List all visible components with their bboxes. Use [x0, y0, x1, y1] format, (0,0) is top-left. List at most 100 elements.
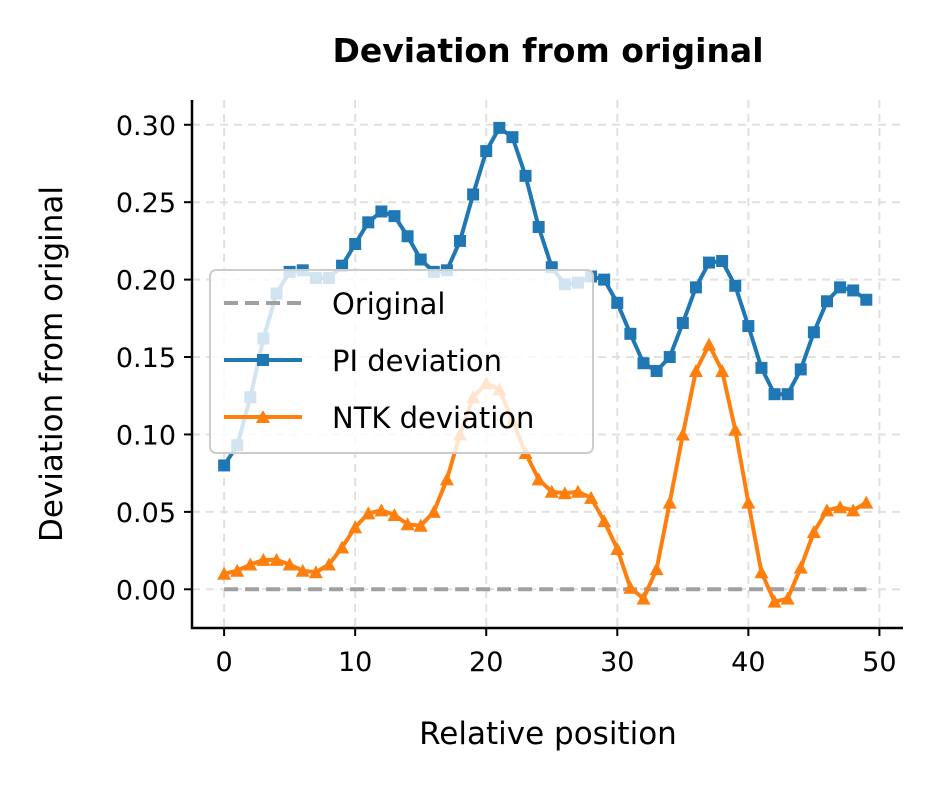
data-point — [676, 316, 689, 329]
data-point — [493, 121, 506, 134]
data-point — [269, 552, 284, 566]
data-point — [374, 503, 389, 517]
data-point — [650, 364, 663, 377]
data-point — [806, 525, 821, 538]
data-point — [256, 552, 271, 566]
data-point — [348, 520, 363, 534]
data-point — [715, 363, 730, 377]
data-point — [793, 560, 808, 574]
data-point — [819, 503, 834, 517]
data-point — [519, 169, 532, 182]
data-point — [860, 293, 873, 306]
y-axis-label: Deviation from original — [34, 186, 70, 542]
data-point — [321, 557, 336, 571]
data-point — [480, 145, 493, 158]
data-point — [859, 495, 874, 509]
data-point — [295, 563, 310, 577]
data-point — [636, 591, 651, 605]
data-point — [623, 580, 638, 594]
data-point — [400, 517, 415, 531]
data-point — [663, 351, 676, 364]
x-tick-label: 20 — [469, 647, 503, 678]
y-tick-label: 0.15 — [116, 343, 176, 374]
x-tick-label: 50 — [862, 647, 896, 678]
data-point — [375, 205, 388, 218]
data-point — [218, 459, 231, 472]
data-point — [426, 504, 441, 518]
data-point — [741, 495, 756, 509]
chart-title: Deviation from original — [332, 31, 763, 70]
legend-label: NTK deviation — [332, 401, 534, 435]
data-point — [767, 594, 782, 608]
legend-label: PI deviation — [332, 344, 502, 378]
data-point — [834, 281, 847, 294]
data-point — [532, 220, 545, 233]
data-point — [230, 563, 245, 577]
y-tick-label: 0.25 — [116, 188, 176, 219]
data-point — [624, 327, 637, 340]
data-point — [413, 518, 428, 532]
data-point — [662, 495, 677, 509]
data-point — [768, 388, 781, 401]
x-tick-label: 30 — [600, 647, 634, 678]
x-tick-label: 10 — [338, 647, 372, 678]
data-point — [557, 486, 572, 500]
x-tick-label: 40 — [731, 647, 765, 678]
data-point — [362, 216, 375, 229]
data-point — [361, 506, 376, 520]
data-point — [454, 234, 467, 247]
data-point — [637, 357, 650, 370]
y-tick-label: 0.20 — [116, 266, 176, 297]
data-point — [584, 490, 599, 504]
data-point — [243, 557, 258, 571]
x-axis-label: Relative position — [419, 716, 677, 752]
y-tick-label: 0.05 — [116, 498, 176, 529]
data-point — [506, 131, 519, 144]
data-point — [335, 540, 350, 554]
data-point — [794, 363, 807, 376]
data-point — [846, 503, 861, 517]
data-point — [742, 320, 755, 333]
data-point — [611, 296, 624, 309]
legend-box — [209, 269, 594, 454]
data-point — [598, 273, 611, 286]
y-tick-label: 0.30 — [116, 111, 176, 142]
data-point — [610, 542, 625, 556]
data-point — [702, 337, 717, 351]
y-tick-label: 0.10 — [116, 420, 176, 451]
data-point — [544, 484, 559, 498]
x-tick-label: 0 — [216, 647, 233, 678]
data-point — [675, 427, 690, 441]
data-point — [349, 238, 362, 250]
data-point — [336, 259, 349, 272]
data-point — [781, 388, 794, 401]
axes: 0 10 20 30 40 50 0.00 0.05 0.10 0.15 0.20 0.25 0.30 — [116, 100, 903, 678]
data-point — [754, 565, 769, 579]
data-point — [780, 591, 795, 605]
data-point — [728, 422, 743, 436]
legend-label: Original — [332, 287, 445, 321]
data-point — [308, 565, 323, 579]
data-point — [807, 326, 820, 339]
data-point — [689, 281, 702, 294]
data-point — [439, 472, 454, 486]
data-point — [847, 284, 860, 297]
data-point — [414, 253, 427, 266]
data-point — [388, 210, 401, 223]
data-point — [688, 363, 703, 377]
data-point — [820, 295, 833, 308]
data-point — [833, 500, 848, 514]
data-point — [531, 472, 546, 486]
legend-marker — [256, 410, 270, 423]
data-point — [729, 279, 742, 292]
data-point — [716, 255, 729, 268]
y-tick-label: 0.00 — [116, 575, 176, 606]
data-point — [387, 507, 402, 521]
data-point — [401, 230, 414, 243]
legend-marker — [257, 354, 269, 366]
data-point — [282, 557, 297, 571]
data-point — [703, 256, 716, 269]
data-point — [570, 484, 585, 498]
data-point — [467, 188, 480, 201]
